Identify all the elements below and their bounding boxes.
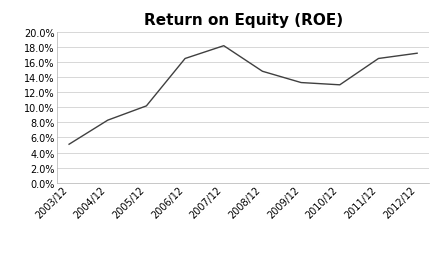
Title: Return on Equity (ROE): Return on Equity (ROE)	[144, 13, 343, 28]
